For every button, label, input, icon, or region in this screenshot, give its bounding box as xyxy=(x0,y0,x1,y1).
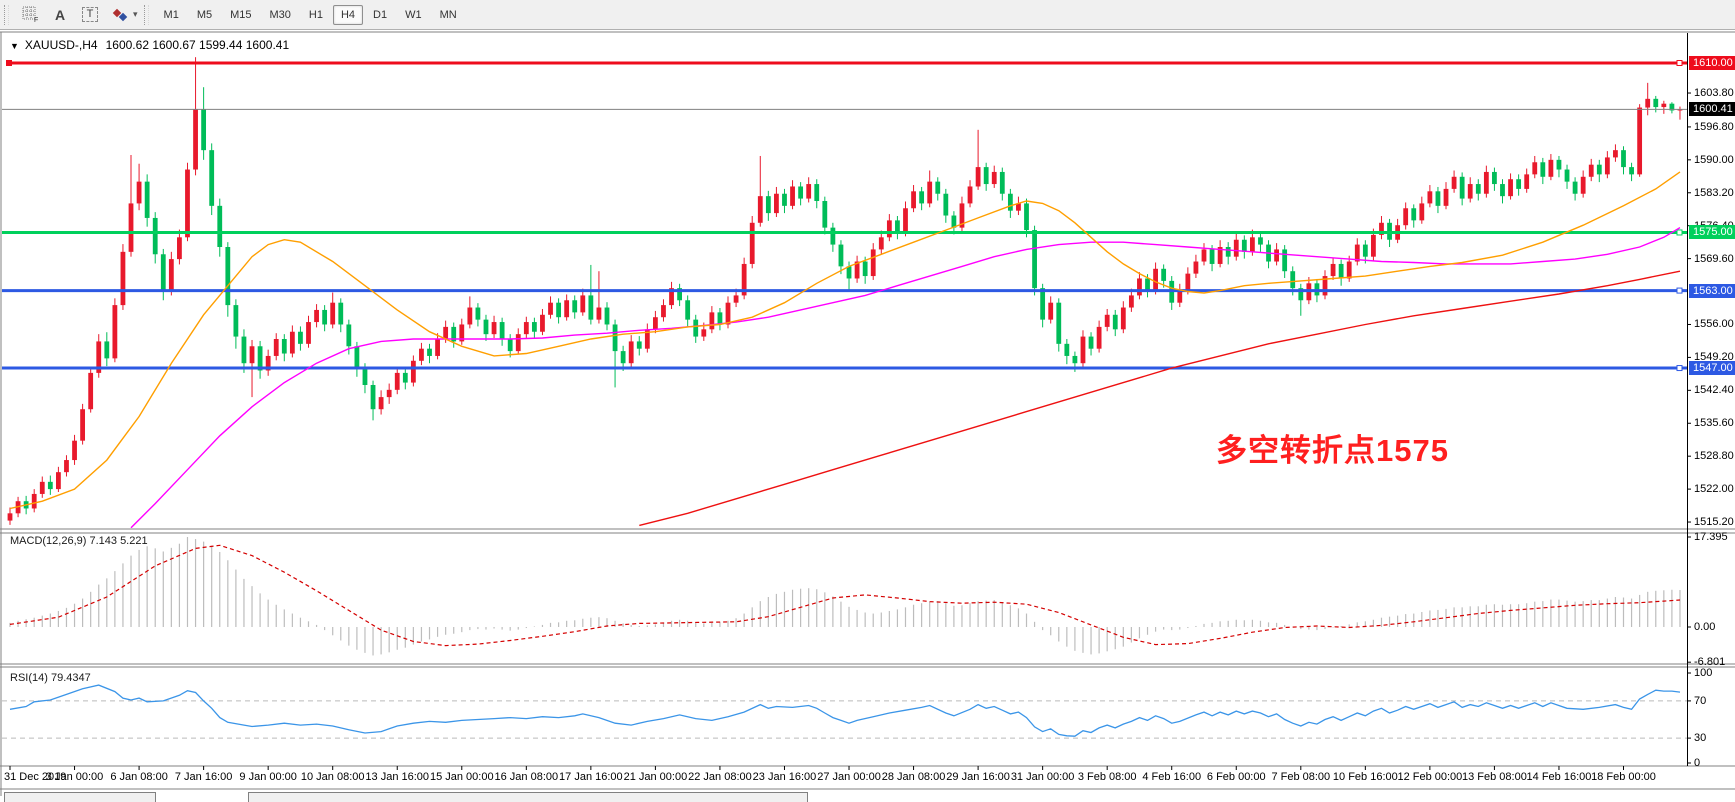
chart-tab-strip xyxy=(0,790,1735,802)
chart-canvas[interactable] xyxy=(0,31,1735,796)
time-tick-label: 13 Jan 16:00 xyxy=(365,771,430,783)
grid-glyph: F xyxy=(22,6,38,23)
hline-handle[interactable] xyxy=(6,60,12,66)
macd-tick-label: 17.395 xyxy=(1694,531,1728,543)
time-tick-label: 31 Dec 2019 xyxy=(4,771,67,783)
tf-button-D1[interactable]: D1 xyxy=(373,8,388,21)
time-tick-label: 14 Feb 16:00 xyxy=(1526,771,1592,783)
chart-title: ▼ XAUUSD-,H4 1600.62 1600.67 1599.44 1600.… xyxy=(10,38,289,52)
price-tick-label: 1528.80 xyxy=(1694,450,1734,463)
time-tick-label: 7 Feb 08:00 xyxy=(1271,771,1331,783)
tf-button-M15[interactable]: M15 xyxy=(230,8,252,21)
ma-slow-red xyxy=(639,270,1681,527)
macd-tick-label: 0.00 xyxy=(1694,621,1716,633)
time-tick-label: 23 Jan 16:00 xyxy=(752,771,817,783)
tf-button-H4[interactable]: H4 xyxy=(332,4,364,25)
time-tick-label: 12 Feb 00:00 xyxy=(1397,771,1463,783)
time-tick-label: 10 Jan 08:00 xyxy=(300,771,365,783)
svg-text:F: F xyxy=(34,17,38,23)
price-tick-label: 1569.60 xyxy=(1694,252,1734,265)
ma-fast-orange xyxy=(9,171,1681,510)
price-axis[interactable]: 1603.801596.801590.001583.201576.401569.… xyxy=(1687,31,1735,769)
price-tick-label: 1535.60 xyxy=(1694,417,1734,430)
price-tick-label: 1556.00 xyxy=(1694,318,1734,331)
chart-tab[interactable] xyxy=(4,792,156,802)
timeframe-toolbar: M1 M5 M15 M30 H1 H4 D1 W1 MN xyxy=(155,4,466,25)
chart-tab[interactable] xyxy=(248,792,808,802)
macd-tick-label: -6.801 xyxy=(1694,656,1726,668)
time-tick-label: 13 Feb 08:00 xyxy=(1461,771,1527,783)
rsi-tick-label: 100 xyxy=(1694,667,1713,679)
time-tick-label: 3 Jan 00:00 xyxy=(45,771,104,783)
price-tick-label: 1596.80 xyxy=(1694,120,1734,133)
macd-panel[interactable] xyxy=(9,536,1681,656)
rsi-tick-label: 70 xyxy=(1694,694,1707,707)
time-tick-label: 6 Feb 00:00 xyxy=(1206,771,1266,783)
hline-price-badge: 1610.00 xyxy=(1689,56,1735,70)
macd-signal-line xyxy=(9,544,1681,647)
time-tick-label: 28 Jan 08:00 xyxy=(881,771,946,783)
time-tick-label: 9 Jan 00:00 xyxy=(239,771,297,783)
arrows-dropdown-caret[interactable]: ▾ xyxy=(133,9,138,19)
price-tick-label: 1583.20 xyxy=(1694,186,1734,199)
macd-indicator-label: MACD(12,26,9) 7.143 5.221 xyxy=(10,535,148,547)
time-tick-label: 3 Feb 08:00 xyxy=(1077,771,1137,783)
price-tick-label: 1603.80 xyxy=(1694,87,1734,100)
chart-symbol-period: XAUUSD-,H4 xyxy=(24,38,98,52)
time-tick-label: 27 Jan 00:00 xyxy=(817,771,881,783)
chart-window: ▼ XAUUSD-,H4 1600.62 1600.67 1599.44 1600.… xyxy=(0,31,1735,802)
price-tick-label: 1515.20 xyxy=(1694,516,1734,529)
price-tick-label: 1590.00 xyxy=(1694,153,1734,166)
hline-price-badge: 1547.00 xyxy=(1689,361,1735,376)
time-tick-label: 22 Jan 08:00 xyxy=(688,771,752,783)
chart-annotation-text: 多空转折点1575 xyxy=(1216,433,1449,468)
tf-button-M1[interactable]: M1 xyxy=(163,8,179,21)
current-price-badge: 1600.41 xyxy=(1689,102,1735,117)
toolbar: F A T ▾ M1 M5 M15 M30 H1 H4 D1 W1 MN xyxy=(0,0,1735,30)
time-tick-label: 7 Jan 16:00 xyxy=(174,771,233,783)
time-tick-label: 15 Jan 00:00 xyxy=(429,771,494,783)
time-tick-label: 31 Jan 00:00 xyxy=(1010,771,1075,783)
text-box-icon[interactable]: T xyxy=(78,4,102,26)
time-tick-label: 17 Jan 16:00 xyxy=(559,771,623,783)
hline-handle[interactable] xyxy=(1676,287,1683,294)
tf-button-H1[interactable]: H1 xyxy=(308,8,323,21)
arrows-glyph xyxy=(112,8,128,21)
arrows-style-icon[interactable] xyxy=(108,4,132,26)
time-tick-label: 18 Feb 00:00 xyxy=(1591,771,1656,783)
text-label-icon[interactable]: A xyxy=(54,6,66,23)
tf-button-W1[interactable]: W1 xyxy=(405,8,422,21)
tf-button-MN[interactable]: MN xyxy=(439,8,457,21)
time-tick-label: 4 Feb 16:00 xyxy=(1142,771,1202,783)
rsi-indicator-label: RSI(14) 79.4347 xyxy=(10,672,91,684)
symbols-grid-icon[interactable]: F xyxy=(18,4,42,26)
rsi-tick-label: 30 xyxy=(1694,732,1707,745)
price-tick-label: 1542.40 xyxy=(1694,384,1734,397)
tf-button-M5[interactable]: M5 xyxy=(196,8,213,21)
hline-price-badge: 1575.00 xyxy=(1689,225,1735,240)
time-axis[interactable]: 31 Dec 2019 3 Jan 00:00 6 Jan 08:00 7 Jan 1… xyxy=(0,766,1687,789)
main-price-panel[interactable] xyxy=(2,57,1687,528)
chart-ohlc-values: 1600.62 1600.67 1599.44 1600.41 xyxy=(105,38,290,52)
tf-button-M30[interactable]: M30 xyxy=(269,8,291,21)
toolbar-grip-2[interactable] xyxy=(143,4,149,25)
price-tick-label: 1522.00 xyxy=(1694,483,1734,496)
time-tick-label: 21 Jan 00:00 xyxy=(623,771,688,783)
time-tick-label: 6 Jan 08:00 xyxy=(110,771,168,783)
toolbar-grip[interactable] xyxy=(4,4,9,25)
rsi-panel[interactable] xyxy=(2,684,1687,739)
chart-dropdown-icon[interactable]: ▼ xyxy=(10,41,19,51)
macd-values: 7.143 5.221 xyxy=(89,535,148,547)
hline-handle[interactable] xyxy=(1676,365,1683,372)
hline-handle[interactable] xyxy=(1676,60,1683,66)
price-tick-label: 1549.20 xyxy=(1694,351,1734,364)
time-tick-label: 29 Jan 16:00 xyxy=(946,771,1010,783)
time-tick-label: 16 Jan 08:00 xyxy=(494,771,559,783)
rsi-tick-label: 0 xyxy=(1694,757,1701,769)
rsi-value: 79.4347 xyxy=(50,672,91,684)
hline-handle[interactable] xyxy=(1676,229,1683,236)
rsi-line xyxy=(9,684,1681,737)
hline-price-badge: 1563.00 xyxy=(1689,283,1735,298)
time-tick-label: 10 Feb 16:00 xyxy=(1332,771,1398,783)
